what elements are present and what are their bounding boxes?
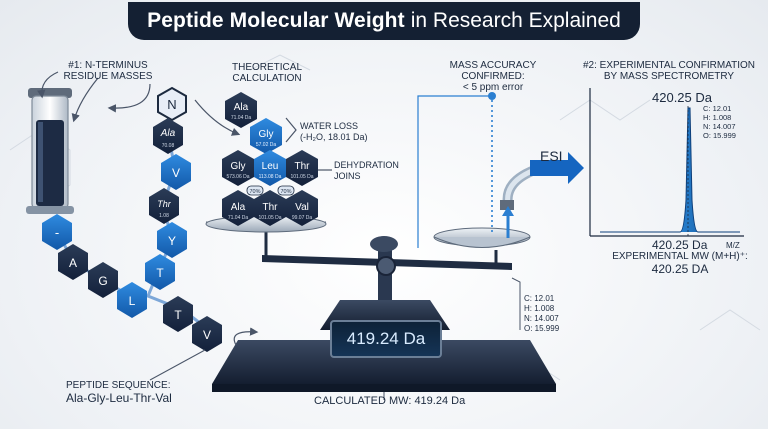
chain-hex-n-label: N — [167, 97, 176, 112]
sequence-label: PEPTIDE SEQUENCE: Ala-Gly-Leu-Thr-Val — [66, 380, 172, 405]
residue-pyramid: Ala 71.04 Da Gly 57.02 Da Gly 573.06 Da … — [222, 92, 318, 226]
bond-label-0: 70% — [249, 189, 260, 195]
dehydration-label: DEHYDRATION JOINS — [334, 160, 399, 181]
pyramid-row3-1-name: Leu — [262, 161, 279, 172]
calculated-mw-label: CALCULATED MW: 419.24 Da — [314, 395, 466, 407]
esi-arrow — [530, 152, 584, 184]
chain-hex-ala-value: 70.08 — [162, 143, 175, 149]
title-rest: in Research Explained — [410, 9, 621, 32]
chain-hex-ala-label: Ala — [160, 128, 176, 139]
chain-hex-l: L — [117, 282, 147, 318]
chain-hex-t1-label: T — [156, 266, 164, 280]
esi-nozzle — [500, 163, 545, 238]
pyramid-row4-1-mass: 101.05 Da — [258, 215, 281, 221]
pyramid-row3-0-name: Gly — [231, 161, 246, 172]
pyramid-row4-0-name: Ala — [231, 202, 246, 213]
chain-hex-v2-label: V — [203, 328, 211, 342]
esi-label: ESI — [540, 148, 563, 164]
spectrum-peak-top-label: 420.25 Da — [652, 90, 712, 105]
water-loss-label: WATER LOSS (-H₂O, 18.01 Da) — [300, 121, 368, 142]
pyramid-row3-1-mass: 113.08 Da — [259, 174, 282, 180]
chain-hex-y-label: Y — [168, 234, 176, 248]
peptide-chain: N Ala 70.08 V Thr 1.08 Y T — [42, 86, 222, 352]
scale-composition: C: 12.01 H: 1.008 N: 14.007 O: 15.999 — [524, 294, 560, 333]
balance-scale — [212, 232, 556, 392]
spectrum-peak-bottom-label: 420.25 Da — [652, 238, 708, 252]
chain-hex-ala: Ala 70.08 — [153, 118, 183, 154]
experimental-mw: EXPERIMENTAL MW (M+H)⁺: 420.25 Da — [612, 251, 748, 276]
chain-hex-t2: T — [163, 296, 193, 332]
chain-hex-thr: Thr 1.08 — [149, 188, 179, 224]
chain-hex-g: G — [88, 262, 118, 298]
mass-spectrum — [589, 88, 744, 237]
chain-hex-g-label: G — [98, 274, 107, 288]
chain-hex-a: A — [58, 244, 88, 280]
pyramid-row3-2-mass: 101.05 Da — [290, 174, 313, 180]
pyramid-mid-name: Gly — [259, 129, 274, 140]
chain-hex-thr-value: 1.08 — [159, 213, 169, 219]
pyramid-top-mass: 71.04 Da — [231, 115, 252, 121]
chain-hex-a-label: A — [69, 256, 77, 270]
mass-accuracy-label: MASS ACCURACY CONFIRMED: < 5 ppm error — [449, 60, 537, 93]
pyramid-row4-2-mass: 99.07 Da — [292, 215, 313, 221]
pyramid-row4-1-name: Thr — [263, 202, 279, 213]
pyramid-row4-2-name: Val — [295, 202, 309, 213]
chain-hex-dash-label: - — [55, 225, 59, 240]
n-terminus-label: #1: N-TERMINUS RESIDUE MASSES — [63, 60, 153, 82]
spectrum-xaxis-label: M/Z — [726, 241, 740, 250]
pyramid-top-name: Ala — [234, 102, 249, 113]
experimental-label: #2: EXPERIMENTAL CONFIRMATION BY MASS SPE… — [582, 60, 756, 82]
chain-hex-t2-label: T — [174, 308, 182, 322]
test-tube — [26, 88, 74, 214]
pyramid-row3-2-name: Thr — [295, 161, 311, 172]
pyramid-row3-0-mass: 573.06 Da — [226, 174, 249, 180]
spectrum-composition: C: 12.01 H: 1.008 N: 14.007 O: 15.999 — [703, 104, 736, 140]
pyramid-row4-0-mass: 71.04 Da — [228, 215, 249, 221]
pyramid-mid-mass: 57.02 Da — [256, 142, 277, 148]
title-bold: Peptide Molecular Weight — [147, 9, 405, 32]
title-banner: Peptide Molecular Weight in Research Exp… — [128, 2, 640, 40]
scale-display: 419.24 Da — [330, 320, 442, 358]
chain-hex-v2: V — [192, 316, 222, 352]
chain-hex-v: V — [161, 154, 191, 190]
chain-hex-v-label: V — [172, 166, 180, 180]
chain-hex-l-label: L — [129, 294, 136, 308]
chain-hex-t1: T — [145, 254, 175, 290]
chain-hex-thr-label: Thr — [157, 199, 172, 209]
chain-hex-dash: - — [42, 214, 72, 250]
bond-label-1: 70% — [280, 189, 291, 195]
chain-hex-n: N — [157, 86, 187, 122]
chain-hex-y: Y — [157, 222, 187, 258]
theoretical-label: THEORETICAL CALCULATION — [232, 62, 303, 84]
